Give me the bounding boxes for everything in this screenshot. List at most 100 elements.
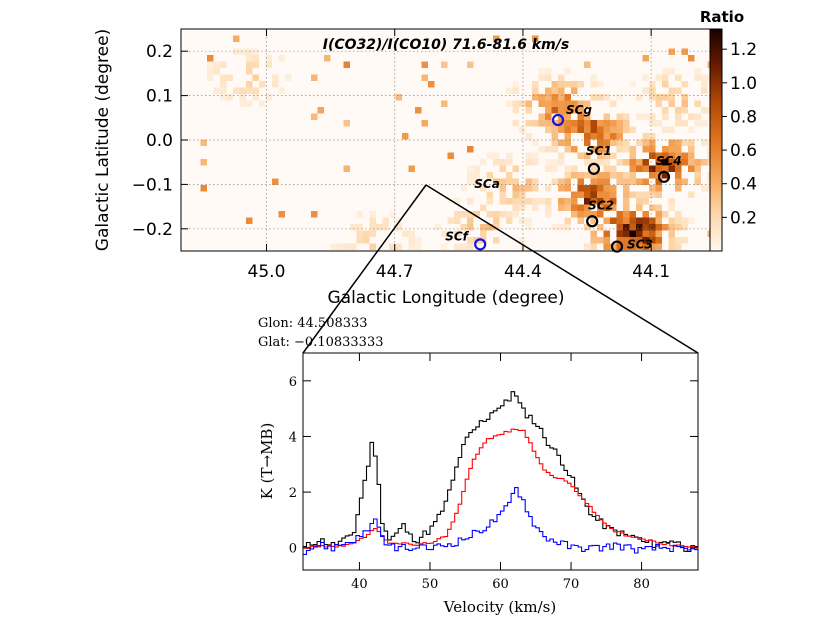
ratio-pixel xyxy=(239,94,246,101)
ratio-pixel xyxy=(532,81,539,88)
colorbar-tick-label: 0.4 xyxy=(730,175,757,195)
ratio-pixel xyxy=(577,204,584,211)
ratio-pixel xyxy=(506,100,513,107)
ratio-pixel xyxy=(317,107,324,114)
ratio-pixel xyxy=(499,211,506,218)
ratio-pixel xyxy=(382,224,389,231)
colorbar-tick-label: 0.6 xyxy=(730,141,757,161)
ratio-pixel xyxy=(564,146,571,153)
ratio-pixel xyxy=(642,133,649,140)
region-marker-circle xyxy=(551,113,565,127)
ratio-pixel xyxy=(662,172,669,179)
ratio-pixel xyxy=(350,243,357,250)
ratio-pixel xyxy=(590,81,597,88)
ratio-pixel xyxy=(649,120,656,127)
ratio-pixel xyxy=(629,159,636,166)
ratio-pixel xyxy=(538,120,545,127)
ratio-pixel xyxy=(369,243,376,250)
ratio-pixel xyxy=(584,172,591,179)
ratio-pixel xyxy=(467,178,474,185)
ratio-pixel xyxy=(519,185,526,192)
ratio-pixel xyxy=(564,224,571,231)
ratio-pixel xyxy=(493,217,500,224)
ratio-pixel xyxy=(506,217,513,224)
ratio-pixel xyxy=(220,61,227,68)
ratio-pixel xyxy=(616,217,623,224)
ratio-pixel xyxy=(571,100,578,107)
ratio-pixel xyxy=(272,74,279,81)
ratio-pixel xyxy=(402,230,409,237)
ratio-pixel xyxy=(564,107,571,114)
ratio-pixel xyxy=(584,139,591,146)
ratio-pixel xyxy=(603,133,610,140)
ratio-pixel xyxy=(597,81,604,88)
ratio-pixel xyxy=(369,224,376,231)
ratio-pixel xyxy=(649,87,656,94)
ratio-pixel xyxy=(590,94,597,101)
ratio-pixel xyxy=(239,87,246,94)
ratio-pixel xyxy=(681,120,688,127)
ratio-pixel xyxy=(584,224,591,231)
ratio-pixel xyxy=(467,146,474,153)
ratio-pixel xyxy=(688,165,695,172)
ratio-pixel xyxy=(246,100,253,107)
ratio-pixel xyxy=(512,107,519,114)
ratio-pixel xyxy=(603,172,610,179)
ratio-pixel xyxy=(655,217,662,224)
map-title: I(CO32)/I(CO10) 71.6-81.6 km/s xyxy=(323,37,569,53)
ratio-pixel xyxy=(246,87,253,94)
ratio-pixel xyxy=(220,74,227,81)
ratio-pixel xyxy=(603,217,610,224)
ratio-pixel xyxy=(525,224,532,231)
ratio-pixel xyxy=(668,198,675,205)
glon-annotation: Glon: 44.508333 xyxy=(258,316,368,331)
ratio-pixel xyxy=(681,139,688,146)
ratio-pixel xyxy=(545,120,552,127)
ratio-pixel xyxy=(675,211,682,218)
ratio-pixel xyxy=(493,224,500,231)
ratio-pixel xyxy=(681,159,688,166)
ratio-pixel xyxy=(519,198,526,205)
ratio-pixel xyxy=(395,224,402,231)
ratio-pixel xyxy=(577,100,584,107)
spectrum-y-tick-label: 2 xyxy=(289,486,297,501)
ratio-pixel xyxy=(623,243,630,250)
ratio-pixel xyxy=(701,87,708,94)
spectrum-series-line xyxy=(303,391,699,553)
ratio-pixel xyxy=(590,178,597,185)
ratio-pixel xyxy=(493,211,500,218)
ratio-pixel xyxy=(545,87,552,94)
ratio-pixel xyxy=(603,146,610,153)
ratio-pixel xyxy=(571,165,578,172)
ratio-pixel xyxy=(603,159,610,166)
ratio-pixel xyxy=(506,172,513,179)
ratio-pixel xyxy=(577,217,584,224)
ratio-pixel xyxy=(629,191,636,198)
ratio-pixel xyxy=(616,120,623,127)
ratio-pixel xyxy=(668,204,675,211)
ratio-pixel xyxy=(590,146,597,153)
ratio-pixel xyxy=(649,152,656,159)
ratio-pixel xyxy=(499,198,506,205)
ratio-pixel xyxy=(220,81,227,88)
ratio-pixel xyxy=(610,139,617,146)
ratio-pixel xyxy=(506,211,513,218)
map-x-tick-label: 44.1 xyxy=(632,262,670,282)
ratio-pixel xyxy=(532,152,539,159)
ratio-pixel xyxy=(610,126,617,133)
ratio-pixel xyxy=(603,152,610,159)
ratio-pixel xyxy=(246,61,253,68)
ratio-pixel xyxy=(447,217,454,224)
region-label: SCg xyxy=(566,103,592,117)
ratio-pixel xyxy=(597,204,604,211)
ratio-pixel xyxy=(545,100,552,107)
ratio-pixel xyxy=(369,211,376,218)
ratio-pixel xyxy=(623,126,630,133)
ratio-pixel xyxy=(252,55,259,62)
ratio-pixel xyxy=(649,237,656,244)
ratio-pixel xyxy=(629,172,636,179)
ratio-pixel xyxy=(662,113,669,120)
map-x-tick-label: 44.7 xyxy=(376,262,414,282)
ratio-pixel xyxy=(577,113,584,120)
ratio-pixel xyxy=(642,113,649,120)
